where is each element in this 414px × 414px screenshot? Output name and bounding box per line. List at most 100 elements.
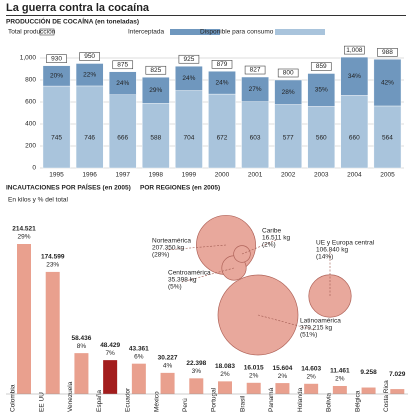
total-box xyxy=(344,45,365,55)
bar-segment xyxy=(340,56,369,96)
total-box xyxy=(46,54,67,64)
value-label: 58.436 xyxy=(71,335,91,342)
segment-label: 42% xyxy=(381,79,394,86)
value-label: 15.604 xyxy=(272,365,292,372)
bar-segment xyxy=(208,93,236,169)
section-title: POR REGIONES (en 2005) xyxy=(140,185,220,192)
segment-label: 560 xyxy=(316,135,327,142)
total-label: 930 xyxy=(51,55,62,62)
pct-label: 2% xyxy=(335,376,345,383)
x-tick-label: 2001 xyxy=(248,172,263,179)
total-box xyxy=(377,48,398,57)
pct-label: 23% xyxy=(46,262,59,269)
bar xyxy=(17,244,31,394)
bar-segment xyxy=(373,105,402,169)
category-label: Colombia xyxy=(10,384,17,412)
total-label: 925 xyxy=(183,56,194,63)
total-box xyxy=(211,60,233,69)
bar-segment xyxy=(307,73,336,107)
category-label: Bolivia xyxy=(326,392,333,412)
x-tick-label: 2002 xyxy=(281,172,296,179)
bar-segment xyxy=(241,76,269,102)
pct-label: 2% xyxy=(306,374,316,381)
legend-label: Total producción xyxy=(8,29,56,36)
bar-segment xyxy=(42,85,71,169)
total-box xyxy=(310,62,332,71)
value-label: 43.361 xyxy=(129,345,149,352)
leader-line xyxy=(181,267,235,283)
category-label: Costa Rica xyxy=(383,380,390,412)
region-pct: (2%) xyxy=(262,242,276,249)
region-pct: (51%) xyxy=(300,332,317,339)
region-value: 16.511 kg xyxy=(262,235,290,242)
bar-segment xyxy=(373,59,402,107)
category-label: Bélgica xyxy=(354,390,361,412)
legend-label: Interceptada xyxy=(128,29,165,36)
value-label: 174.599 xyxy=(41,254,65,261)
pct-label: 7% xyxy=(105,350,115,357)
section-subtitle: En kilos y % del total xyxy=(8,197,69,204)
page-title: La guerra contra la cocaína xyxy=(6,2,150,14)
pct-label: 2% xyxy=(220,371,230,378)
region-label: Centroamérica xyxy=(168,270,211,277)
legend-swatch xyxy=(275,29,325,35)
bar-segment xyxy=(274,104,302,169)
category-label: México xyxy=(153,391,160,412)
segment-label: 704 xyxy=(183,135,194,142)
rule xyxy=(6,15,406,16)
region-pct: (14%) xyxy=(316,254,333,261)
leader-line xyxy=(165,244,227,251)
x-tick-label: 1998 xyxy=(149,172,164,179)
total-label: 879 xyxy=(217,61,228,68)
bar-segment xyxy=(75,63,104,87)
legend-total-icon xyxy=(39,28,55,36)
value-label: 11.461 xyxy=(330,368,350,375)
bar xyxy=(304,383,319,394)
x-tick-label: 2005 xyxy=(380,172,395,179)
total-label: 800 xyxy=(283,70,294,77)
category-label: Panamá xyxy=(268,387,275,412)
bar xyxy=(160,372,175,394)
section-title: PRODUCCIÓN DE COCAÍNA (en toneladas) xyxy=(6,17,139,26)
segment-label: 24% xyxy=(116,80,129,87)
region-label: Caribe xyxy=(262,228,282,235)
segment-label: 672 xyxy=(217,135,228,142)
pct-label: 3% xyxy=(192,368,202,375)
bar xyxy=(332,385,347,394)
total-box xyxy=(277,68,299,78)
region-value: 379.215 kg xyxy=(300,325,333,332)
segment-label: 746 xyxy=(84,135,95,142)
y-tick-label: 1,000 xyxy=(20,55,37,62)
x-tick-label: 1995 xyxy=(49,172,64,179)
bar-segment xyxy=(175,90,203,169)
total-box xyxy=(244,65,266,75)
segment-label: 29% xyxy=(149,87,162,94)
pct-label: 2% xyxy=(278,373,288,380)
bar-segment xyxy=(274,79,302,105)
x-tick-label: 1997 xyxy=(115,172,130,179)
x-tick-label: 2000 xyxy=(215,172,230,179)
bar xyxy=(390,389,405,394)
value-label: 7.029 xyxy=(389,371,406,378)
region-label: Latinoamérica xyxy=(300,318,341,325)
leader-line xyxy=(241,239,277,255)
bar-segment xyxy=(208,71,236,95)
y-tick-label: 800 xyxy=(25,77,36,84)
value-label: 18.083 xyxy=(215,363,235,370)
segment-label: 603 xyxy=(250,135,261,142)
y-tick-label: 600 xyxy=(25,99,36,106)
segment-label: 35% xyxy=(315,87,328,94)
bar-segment xyxy=(42,65,71,87)
legend-label: Disponible para consumo xyxy=(200,29,274,36)
bar xyxy=(218,381,232,394)
total-label: 827 xyxy=(250,67,261,74)
segment-label: 20% xyxy=(50,73,63,80)
segment-label: 588 xyxy=(150,135,161,142)
bar xyxy=(74,353,89,394)
total-label: 859 xyxy=(316,63,327,70)
bar-segment xyxy=(108,94,137,169)
bar xyxy=(45,271,60,394)
bar xyxy=(361,387,376,394)
category-label: Holanda xyxy=(297,387,304,412)
